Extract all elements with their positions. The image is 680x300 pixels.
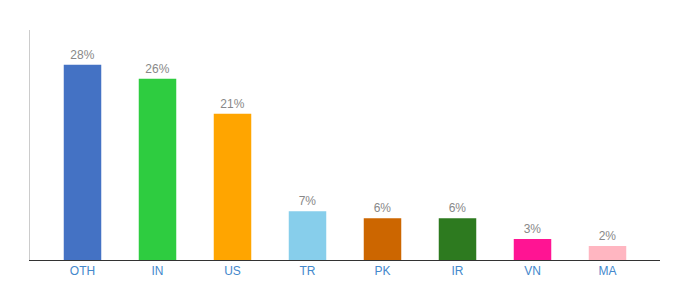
svg-text:VN: VN — [524, 264, 541, 278]
svg-text:28%: 28% — [70, 48, 94, 62]
svg-text:IR: IR — [452, 264, 464, 278]
svg-text:7%: 7% — [299, 194, 317, 208]
svg-text:PK: PK — [374, 264, 390, 278]
svg-text:6%: 6% — [449, 201, 467, 215]
svg-text:21%: 21% — [220, 97, 244, 111]
svg-text:US: US — [224, 264, 241, 278]
svg-text:2%: 2% — [599, 229, 617, 243]
svg-text:TR: TR — [300, 264, 316, 278]
svg-text:3%: 3% — [524, 222, 542, 236]
svg-text:26%: 26% — [145, 62, 169, 76]
svg-text:MA: MA — [599, 264, 617, 278]
svg-text:OTH: OTH — [70, 264, 95, 278]
svg-text:IN: IN — [152, 264, 164, 278]
svg-text:6%: 6% — [374, 201, 392, 215]
